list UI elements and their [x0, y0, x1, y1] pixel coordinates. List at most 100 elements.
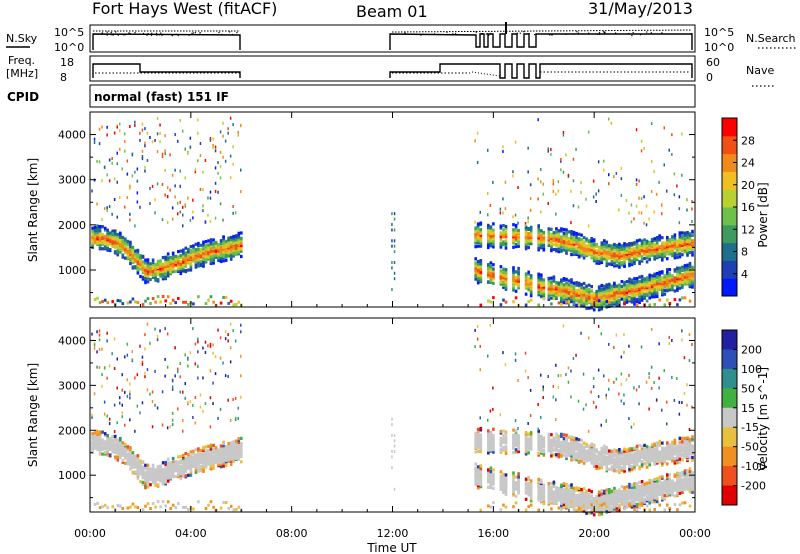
power-cell — [603, 257, 606, 261]
velocity-cell — [93, 392, 96, 396]
power-cell — [524, 238, 528, 242]
velocity-cell — [161, 468, 165, 472]
power-cell — [577, 291, 581, 295]
power-cell — [688, 277, 692, 281]
velocity-cell — [91, 448, 94, 452]
velocity-cell — [502, 474, 505, 478]
power-cell — [204, 158, 207, 162]
power-cell — [590, 302, 593, 306]
velocity-cell — [194, 470, 198, 474]
power-cell — [666, 289, 669, 293]
velocity-cell — [572, 500, 576, 504]
power-cell — [184, 246, 188, 250]
power-cell — [613, 245, 616, 249]
velocity-cell — [126, 457, 130, 461]
power-cell — [557, 234, 561, 238]
velocity-cell — [570, 498, 573, 502]
power-cell — [648, 275, 651, 279]
velocity-cell — [93, 442, 97, 446]
velocity-cell — [204, 463, 208, 467]
power-cell — [663, 250, 667, 254]
power-cell — [681, 276, 684, 280]
noise-dot — [199, 32, 201, 34]
power-cell — [212, 300, 215, 304]
velocity-cell — [164, 357, 166, 361]
power-cell — [635, 254, 639, 258]
velocity-cell — [192, 455, 195, 459]
power-cell — [129, 125, 131, 128]
velocity-cell — [240, 452, 243, 456]
velocity-cell — [98, 451, 102, 455]
velocity-cell — [474, 466, 477, 470]
power-cell — [633, 257, 636, 261]
power-cell — [572, 293, 576, 297]
power-cell — [608, 297, 611, 301]
y-tick-label: 4000 — [58, 129, 86, 142]
velocity-cell — [555, 398, 557, 402]
power-cell — [577, 237, 581, 241]
power-cell — [623, 257, 626, 261]
velocity-cell — [141, 473, 145, 477]
power-cell — [393, 244, 396, 248]
power-cell — [111, 239, 114, 243]
velocity-cell — [209, 464, 213, 468]
power-cell — [119, 250, 122, 254]
noise-dot — [597, 33, 599, 35]
power-cell — [234, 303, 238, 306]
power-cell — [111, 229, 114, 233]
velocity-cell — [512, 505, 515, 509]
power-cell — [676, 243, 679, 247]
velocity-cell — [179, 464, 183, 469]
power-cell — [129, 218, 131, 222]
velocity-cell — [552, 436, 556, 440]
power-cell — [474, 245, 477, 249]
power-cell — [582, 304, 586, 308]
velocity-cell — [550, 507, 553, 511]
power-cell — [542, 291, 546, 296]
power-cell — [648, 296, 651, 300]
velocity-cell — [144, 463, 147, 467]
velocity-cell — [101, 347, 103, 351]
power-cell — [159, 266, 162, 271]
power-cell — [192, 257, 195, 261]
nave-label: Nave — [746, 64, 774, 77]
power-cell — [197, 243, 200, 247]
velocity-cell — [134, 460, 137, 464]
velocity-cell — [492, 477, 495, 481]
power-cell — [517, 278, 520, 282]
velocity-cell — [517, 434, 520, 438]
power-cell — [550, 227, 553, 231]
noise-dot — [549, 34, 551, 36]
velocity-cell — [492, 444, 495, 448]
power-cell — [625, 294, 629, 298]
power-cell — [224, 247, 228, 251]
power-cell — [550, 285, 553, 289]
velocity-cell — [121, 441, 125, 445]
power-cell — [129, 187, 131, 190]
velocity-cell — [141, 482, 145, 486]
power-cell — [560, 281, 563, 285]
velocity-cell — [537, 427, 539, 431]
power-cell — [671, 288, 674, 292]
velocity-cell — [146, 479, 150, 483]
power-cell — [630, 286, 634, 290]
power-cell — [479, 277, 483, 281]
power-cell — [204, 220, 207, 224]
power-cell — [134, 259, 137, 263]
freq-trace — [92, 63, 693, 79]
power-cell — [212, 258, 215, 262]
velocity-cell — [512, 443, 515, 447]
power-cell — [121, 235, 125, 239]
power-cell — [499, 242, 503, 246]
power-cell — [214, 243, 218, 247]
power-cell — [199, 187, 202, 191]
velocity-cell — [182, 505, 185, 509]
power-cell — [106, 231, 109, 235]
velocity-cell — [156, 338, 159, 342]
power-cell — [600, 241, 604, 245]
power-cell — [184, 300, 188, 304]
velocity-cell — [131, 350, 134, 354]
velocity-cell — [202, 465, 205, 470]
power-cell — [164, 149, 166, 153]
velocity-cell — [570, 485, 573, 489]
